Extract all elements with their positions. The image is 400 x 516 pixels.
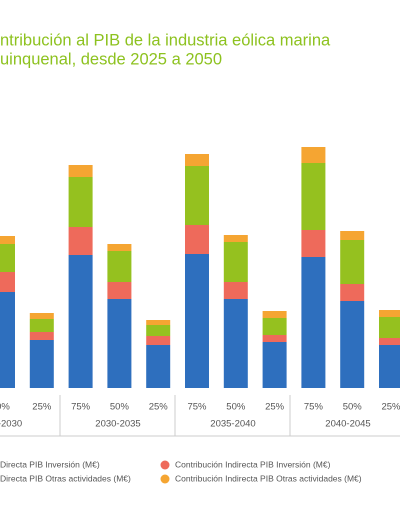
bar-segment xyxy=(340,301,365,388)
bar-segment xyxy=(185,166,209,225)
bar-segment xyxy=(262,335,287,342)
bar-segment xyxy=(146,345,171,388)
bar-segment xyxy=(340,284,365,301)
x-tick-label: 25% xyxy=(381,402,400,413)
x-tick-label: 50% xyxy=(226,402,246,413)
legend-label: Contribución Indirecta PIB Inversión (M€… xyxy=(175,459,331,469)
bar-segment xyxy=(0,236,15,244)
bar-segment xyxy=(185,225,209,254)
bar-segment xyxy=(0,292,15,388)
chart-title: uinquenal, desde 2025 a 2050 xyxy=(0,50,222,68)
bar-segment xyxy=(146,336,171,345)
bar-segment xyxy=(379,338,400,345)
x-tick-label: 75% xyxy=(71,402,91,413)
bar-segment xyxy=(301,230,326,257)
bar-segment xyxy=(107,244,132,251)
bar-segment xyxy=(301,163,326,230)
bar-segment xyxy=(68,177,93,227)
bar-segment xyxy=(262,311,287,318)
legend-label: Directa PIB Otras actividades (M€) xyxy=(0,473,131,483)
bar-segment xyxy=(29,340,54,388)
legend-marker xyxy=(160,460,170,470)
bar-segment xyxy=(185,154,209,166)
bar-segment xyxy=(262,342,287,388)
bar-segment xyxy=(301,257,326,388)
group-label: 2040-2045 xyxy=(325,419,370,430)
bar-segment xyxy=(68,227,93,255)
bar-segment xyxy=(223,235,248,242)
bar-segment xyxy=(29,313,54,319)
x-tick-label: 25% xyxy=(265,402,285,413)
bar-segment xyxy=(29,332,54,340)
x-tick-label: 25% xyxy=(32,402,52,413)
legend-label: Contribución Indirecta PIB Otras activid… xyxy=(175,473,362,483)
bar-segment xyxy=(340,240,365,284)
bar-segment xyxy=(262,318,287,335)
bar-segment xyxy=(107,251,132,282)
bar-segment xyxy=(107,282,132,299)
bar-segment xyxy=(68,255,93,388)
x-tick-label: 25% xyxy=(149,402,169,413)
bar-segment xyxy=(223,282,248,299)
bar-segment xyxy=(68,165,93,177)
x-tick-label: 50% xyxy=(343,402,363,413)
bar-segment xyxy=(146,320,171,325)
x-tick-label: 0% xyxy=(0,402,10,413)
x-tick-label: 75% xyxy=(187,402,207,413)
bar-segment xyxy=(146,325,171,336)
group-label: -2030 xyxy=(0,419,22,430)
bar-segment xyxy=(340,231,365,240)
bar-segment xyxy=(301,147,326,163)
legend-label: Directa PIB Inversión (M€) xyxy=(0,459,100,469)
bar-segment xyxy=(379,317,400,338)
group-label: 2035-2040 xyxy=(210,419,255,430)
bar-segment xyxy=(379,310,400,317)
chart-title: ntribución al PIB de la industria eólica… xyxy=(0,31,331,49)
legend-marker xyxy=(160,474,170,484)
bar-segment xyxy=(107,299,132,388)
bar-segment xyxy=(0,272,15,292)
x-tick-label: 75% xyxy=(304,402,324,413)
bar-segment xyxy=(223,242,248,282)
x-tick-label: 50% xyxy=(110,402,130,413)
group-label: 2030-2035 xyxy=(95,419,140,430)
bar-segment xyxy=(223,299,248,388)
bar-segment xyxy=(185,254,209,388)
bar-segment xyxy=(29,319,54,332)
bar-segment xyxy=(379,345,400,388)
bar-segment xyxy=(0,244,15,272)
